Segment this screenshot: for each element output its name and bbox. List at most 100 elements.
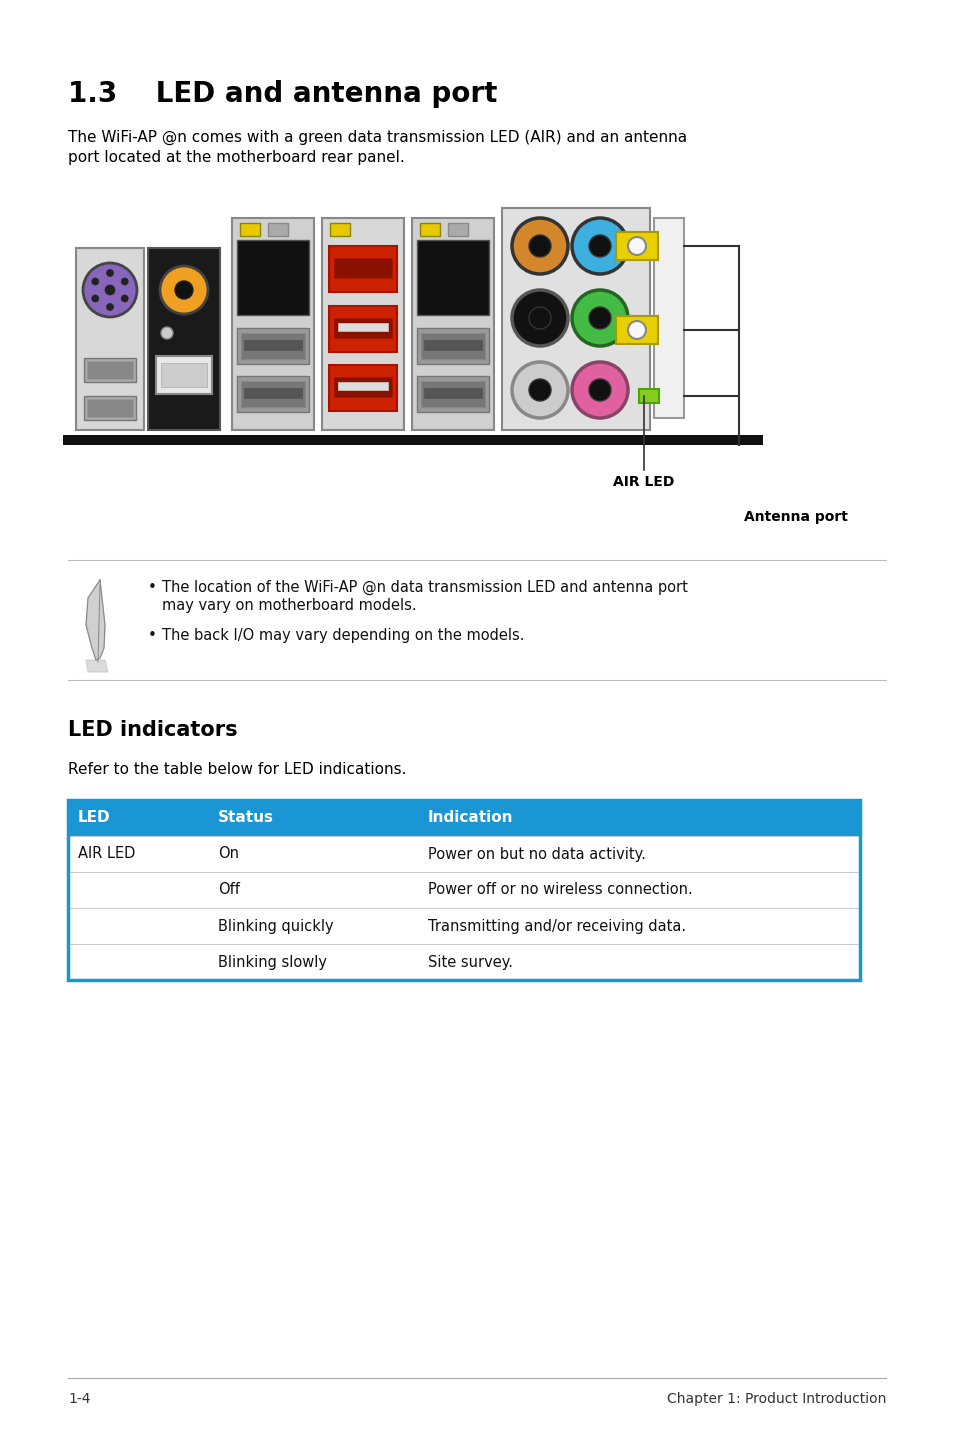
Bar	[68, 800, 859, 981]
Circle shape	[121, 295, 128, 302]
Bar	[244, 388, 302, 398]
Text: Blinking slowly: Blinking slowly	[218, 955, 327, 969]
Bar	[76, 247, 144, 430]
Bar	[416, 328, 489, 364]
Bar	[329, 246, 396, 292]
Text: Site survey.: Site survey.	[428, 955, 513, 969]
Bar	[156, 357, 212, 394]
Circle shape	[107, 303, 113, 311]
Circle shape	[160, 266, 208, 313]
Text: Refer to the table below for LED indications.: Refer to the table below for LED indicat…	[68, 762, 406, 777]
Bar	[654, 219, 683, 418]
Text: Chapter 1: Product Introduction: Chapter 1: Product Introduction	[666, 1392, 885, 1406]
Bar	[87, 361, 132, 380]
Bar	[68, 800, 859, 835]
Circle shape	[627, 321, 645, 339]
Bar	[68, 943, 859, 981]
Text: 1-4: 1-4	[68, 1392, 91, 1406]
Bar	[334, 318, 392, 338]
Circle shape	[121, 278, 128, 285]
Bar	[337, 383, 388, 390]
Bar	[236, 328, 309, 364]
Circle shape	[572, 362, 627, 418]
Text: LED: LED	[78, 811, 111, 825]
Bar	[416, 375, 489, 413]
Bar	[244, 339, 302, 349]
Text: AIR LED: AIR LED	[613, 475, 674, 489]
Text: The location of the WiFi-AP @n data transmission LED and antenna port: The location of the WiFi-AP @n data tran…	[162, 580, 687, 595]
Text: 1.3    LED and antenna port: 1.3 LED and antenna port	[68, 81, 497, 108]
Bar	[322, 219, 403, 430]
Text: Transmitting and/or receiving data.: Transmitting and/or receiving data.	[428, 919, 685, 933]
Circle shape	[588, 380, 610, 401]
Circle shape	[91, 278, 99, 285]
Bar	[68, 907, 859, 943]
Bar	[448, 223, 468, 236]
Text: Status: Status	[218, 811, 274, 825]
Text: Blinking quickly: Blinking quickly	[218, 919, 334, 933]
Text: •: •	[148, 628, 156, 643]
Bar	[420, 334, 484, 360]
Bar	[241, 334, 305, 360]
Text: Indication: Indication	[428, 811, 513, 825]
Bar	[84, 358, 136, 383]
Text: may vary on motherboard models.: may vary on motherboard models.	[162, 598, 416, 613]
Circle shape	[572, 219, 627, 275]
Text: On: On	[218, 847, 239, 861]
Bar	[639, 390, 659, 403]
Bar	[148, 247, 220, 430]
Text: Power off or no wireless connection.: Power off or no wireless connection.	[428, 883, 692, 897]
Bar	[416, 240, 489, 315]
Circle shape	[529, 306, 551, 329]
Bar	[268, 223, 288, 236]
Bar	[616, 232, 658, 260]
Text: The back I/O may vary depending on the models.: The back I/O may vary depending on the m…	[162, 628, 524, 643]
Text: The WiFi-AP @n comes with a green data transmission LED (AIR) and an antenna: The WiFi-AP @n comes with a green data t…	[68, 129, 686, 145]
Bar	[232, 219, 314, 430]
Polygon shape	[86, 580, 105, 660]
Circle shape	[161, 326, 172, 339]
Bar	[68, 835, 859, 871]
Bar	[337, 324, 388, 331]
Polygon shape	[86, 660, 108, 672]
Circle shape	[512, 219, 567, 275]
Circle shape	[512, 290, 567, 347]
Circle shape	[512, 362, 567, 418]
Bar	[329, 306, 396, 352]
Bar	[241, 381, 305, 407]
Text: •: •	[148, 580, 156, 595]
Bar	[423, 339, 481, 349]
Circle shape	[588, 306, 610, 329]
Bar	[87, 398, 132, 417]
Bar	[412, 219, 494, 430]
Bar	[334, 257, 392, 278]
Bar	[63, 436, 762, 444]
Bar	[334, 377, 392, 397]
Circle shape	[105, 285, 115, 295]
Bar	[423, 388, 481, 398]
Bar	[161, 362, 207, 387]
Circle shape	[107, 269, 113, 276]
Text: port located at the motherboard rear panel.: port located at the motherboard rear pan…	[68, 150, 404, 165]
Bar	[329, 365, 396, 411]
Bar	[236, 240, 309, 315]
Circle shape	[91, 295, 99, 302]
Circle shape	[572, 290, 627, 347]
Text: LED indicators: LED indicators	[68, 720, 237, 741]
Text: Antenna port: Antenna port	[743, 510, 847, 523]
Circle shape	[529, 234, 551, 257]
Circle shape	[529, 380, 551, 401]
Bar	[501, 209, 649, 430]
Bar	[68, 871, 859, 907]
Circle shape	[588, 234, 610, 257]
Bar	[84, 395, 136, 420]
Circle shape	[174, 280, 193, 299]
Bar	[616, 316, 658, 344]
Bar	[419, 223, 439, 236]
Bar	[240, 223, 260, 236]
Text: Off: Off	[218, 883, 239, 897]
Circle shape	[627, 237, 645, 255]
Bar	[330, 223, 350, 236]
Text: AIR LED: AIR LED	[78, 847, 135, 861]
Bar	[420, 381, 484, 407]
